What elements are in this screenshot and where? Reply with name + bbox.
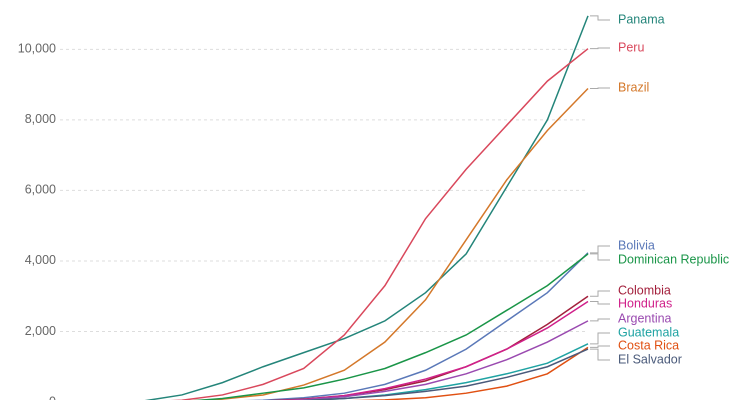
label-connector (590, 332, 610, 345)
label-connector (590, 245, 610, 254)
label-connector (590, 348, 610, 361)
series-line (351, 346, 589, 400)
y-tick-label: 8,000 (25, 112, 56, 126)
y-tick-label: 0 (49, 394, 56, 400)
label-connector (590, 253, 610, 261)
series-line (192, 87, 589, 400)
legend-label: Brazil (618, 80, 649, 94)
legend-label: Argentina (618, 311, 672, 325)
y-tick-label: 10,000 (18, 42, 56, 56)
y-tick-label: 4,000 (25, 253, 56, 267)
series-line (144, 15, 589, 400)
legend-label: Bolivia (618, 238, 655, 252)
label-connector (590, 345, 610, 348)
y-tick-label: 2,000 (25, 324, 56, 338)
series-line (170, 48, 589, 400)
series-line (193, 253, 589, 400)
label-connector (590, 301, 610, 305)
legend-label: Panama (618, 12, 665, 26)
label-connector (590, 15, 610, 21)
label-connector (590, 290, 610, 297)
label-connector (590, 87, 610, 90)
legend-label: Guatemala (618, 325, 679, 339)
series-line (297, 348, 589, 400)
legend-label: Peru (618, 40, 644, 54)
legend-label: Dominican Republic (618, 252, 729, 266)
legend-label: Colombia (618, 283, 671, 297)
series-line (243, 252, 589, 400)
label-connector (590, 47, 610, 50)
series-line (278, 320, 589, 400)
legend-label: Costa Rica (618, 338, 679, 352)
legend-label: El Salvador (618, 352, 682, 366)
legend-label: Honduras (618, 296, 672, 310)
y-tick-label: 6,000 (25, 183, 56, 197)
label-connector (590, 318, 610, 322)
